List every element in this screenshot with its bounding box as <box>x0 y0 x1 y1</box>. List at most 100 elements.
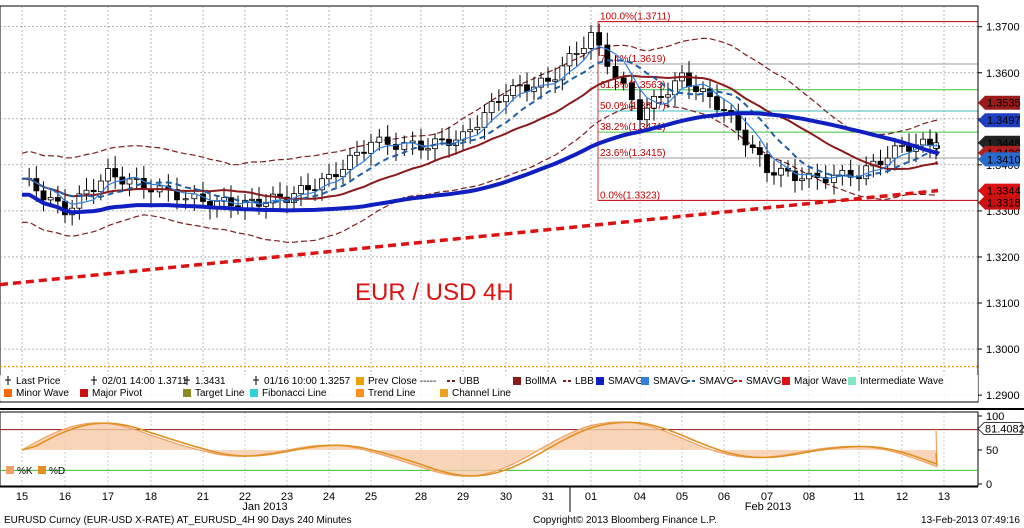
candle-body <box>764 154 770 174</box>
candle-body <box>524 84 530 92</box>
candle-body <box>604 44 611 67</box>
x-tick-label: 15 <box>16 491 28 503</box>
candle-body <box>97 180 104 193</box>
sma-dashed-blue-line <box>21 59 939 205</box>
candle-body <box>347 154 353 170</box>
candle-body <box>495 101 502 103</box>
candle-body <box>481 112 488 128</box>
month-label-feb: Feb 2013 <box>745 501 791 513</box>
legend-swatch <box>250 389 258 397</box>
legend-label: Intermediate Wave <box>860 376 944 387</box>
x-tick-label: 08 <box>803 491 815 503</box>
footer-left: EURUSD Curncy (EUR-USD X-RATE) AT_EURUSD… <box>4 515 352 526</box>
candle-body <box>270 193 276 204</box>
legend-label: UBB <box>459 376 480 387</box>
x-tick-label: 05 <box>676 491 688 503</box>
legend-label: 1.3431 <box>195 376 226 387</box>
candle-body <box>319 178 325 191</box>
candle-body <box>771 172 777 176</box>
candle-body <box>714 96 720 110</box>
legend-swatch <box>596 377 604 385</box>
legend-swatch <box>782 377 790 385</box>
legend-label: Target Line <box>195 388 245 399</box>
candle-body <box>538 77 544 88</box>
candle-body <box>425 148 431 151</box>
stochastic-d-line <box>21 421 938 477</box>
candle-body <box>474 126 481 131</box>
candle-body <box>182 198 189 201</box>
candle-body <box>368 141 374 154</box>
x-tick-label: 11 <box>853 491 864 503</box>
candle-body <box>298 185 304 195</box>
candle-body <box>467 129 474 133</box>
x-tick-label: 16 <box>59 491 71 503</box>
legend-swatch <box>356 377 364 385</box>
legend-label: 01/16 10:00 1.3257 <box>264 376 351 387</box>
candle-body <box>628 82 635 101</box>
x-tick-label: 04 <box>634 491 646 503</box>
legend-swatch <box>513 377 521 385</box>
candle-body <box>792 170 798 182</box>
candle-body <box>333 174 339 178</box>
price-tag-label: 1.3497 <box>987 115 1021 127</box>
x-tick-label: 12 <box>896 491 908 503</box>
candle-body <box>361 151 367 154</box>
fib-label: 23.6%(1.3415) <box>600 148 666 159</box>
x-tick-label: 06 <box>718 491 730 503</box>
stochastic-panel-frame <box>0 411 979 487</box>
x-tick-label: 13 <box>938 491 950 503</box>
legend-label: Trend Line <box>368 388 416 399</box>
x-tick-label: 17 <box>102 491 114 503</box>
legend-label: Major Wave <box>794 376 847 387</box>
x-tick-label: 23 <box>281 491 293 503</box>
x-tick-label: 21 <box>197 491 209 503</box>
candle-body <box>83 189 90 195</box>
chart-title: EUR / USD 4H <box>355 279 514 306</box>
candle-body <box>90 189 97 193</box>
stoch-y-tick-label: 50 <box>986 445 998 457</box>
candle-body <box>552 79 559 82</box>
price-tag-label: 1.3344 <box>987 186 1021 198</box>
legend-swatch <box>440 389 448 397</box>
legend-label: LBB <box>575 376 594 387</box>
candle-body <box>686 72 692 87</box>
candle-body <box>799 178 805 182</box>
x-tick-label: 25 <box>365 491 377 503</box>
stoch-legend-label: %D <box>49 466 65 477</box>
x-tick-label: 01 <box>585 491 597 503</box>
fib-label: 100.0%(1.3711) <box>600 12 670 23</box>
y-tick-label: 1.2900 <box>986 390 1020 402</box>
candle-body <box>658 96 664 98</box>
candle-body <box>340 169 346 178</box>
candle-body <box>612 65 619 79</box>
x-tick-label: 29 <box>457 491 469 503</box>
candle-body <box>693 86 699 92</box>
candle-body <box>545 77 551 82</box>
candle-body <box>884 157 891 166</box>
footer-right: 13-Feb-2013 07:49:16 <box>921 515 1020 526</box>
candle-body <box>126 178 133 185</box>
candle-body <box>596 32 603 46</box>
y-tick-label: 1.3000 <box>986 344 1020 356</box>
y-tick-label: 1.3200 <box>986 252 1020 264</box>
candle-body <box>637 99 643 121</box>
price-tag <box>978 113 1020 128</box>
x-tick-label: 31 <box>542 491 554 503</box>
price-tag <box>978 95 1020 110</box>
price-tag <box>978 152 1020 167</box>
candle-body <box>672 80 678 96</box>
candle-body <box>822 177 829 184</box>
fib-label: 38.2%(1.3471) <box>600 122 666 133</box>
legend-label: Major Pivot <box>92 388 142 399</box>
legend-label: Prev Close ----- <box>368 376 436 387</box>
candle-body <box>588 32 594 49</box>
candle-body <box>488 101 495 114</box>
candle-body <box>665 94 671 98</box>
candle-body <box>756 147 763 155</box>
y-tick-label: 1.3100 <box>986 298 1020 310</box>
candle-body <box>877 160 884 166</box>
candle-body <box>620 77 627 84</box>
candle-body <box>376 136 383 143</box>
candle-body <box>580 47 587 54</box>
candle-body <box>517 84 523 87</box>
